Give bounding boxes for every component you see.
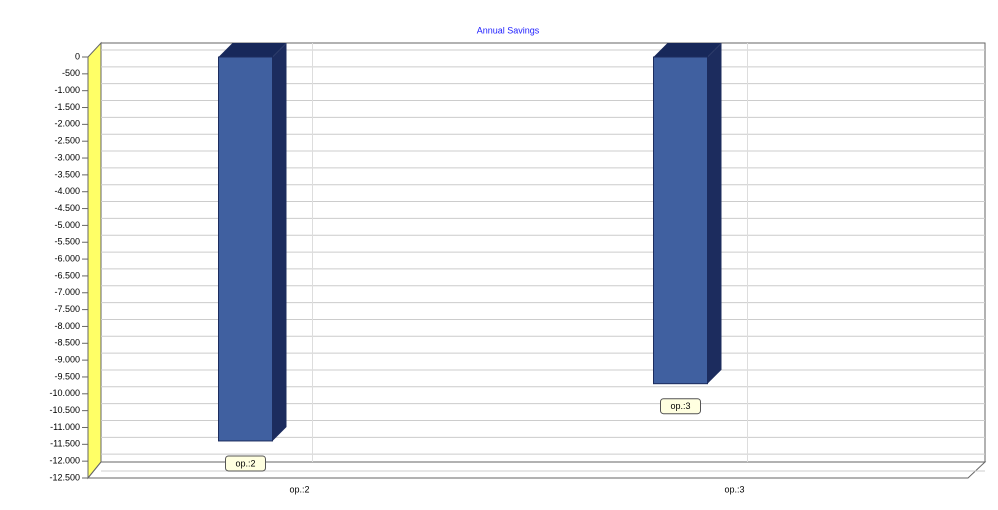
y-tick-label: -11.000 [50,422,80,432]
y-tick-label: -3.500 [54,169,80,179]
y-tick-label: 0 [75,51,80,61]
y-tick-label: -7.500 [54,304,80,314]
x-tick-label: op.:3 [724,484,744,494]
y-tick-label: -500 [62,68,80,78]
bar-side [272,43,287,441]
y-tick-label: -3.000 [54,152,80,162]
bar-side [707,43,722,384]
y-tick-label: -10.500 [49,405,80,415]
chart-title: Annual Savings [477,25,540,35]
y-tick-label: -12.500 [49,472,80,482]
floor [86,461,987,479]
data-label: op.:3 [670,401,690,411]
data-label: op.:2 [235,458,255,468]
y-tick-label: -8.000 [54,321,80,331]
bar [218,56,273,442]
bar-top [653,43,722,57]
y-tick-label: -9.000 [54,354,80,364]
data-label-box [225,455,266,472]
y-tick-label: -10.000 [49,388,80,398]
y-axis-wall [87,41,102,480]
x-tick-label: op.:2 [289,484,309,494]
bar-top [218,43,287,57]
y-tick-label: -1.000 [54,85,80,95]
y-tick-label: -6.000 [54,253,80,263]
y-tick-label: -4.500 [54,203,80,213]
y-tick-label: -4.000 [54,186,80,196]
y-tick-label: -1.500 [54,102,80,112]
y-tick-label: -5.500 [54,237,80,247]
y-tick-label: -5.000 [54,220,80,230]
y-tick-label: -6.500 [54,270,80,280]
y-tick-label: -12.000 [49,456,80,466]
data-label-box [660,398,701,415]
y-tick-label: -8.500 [54,338,80,348]
y-tick-label: -11.500 [50,439,80,449]
y-tick-label: -9.500 [54,371,80,381]
bar [653,56,708,385]
y-tick-label: -7.000 [54,287,80,297]
y-tick-label: -2.500 [54,136,80,146]
y-tick-label: -2.000 [54,119,80,129]
